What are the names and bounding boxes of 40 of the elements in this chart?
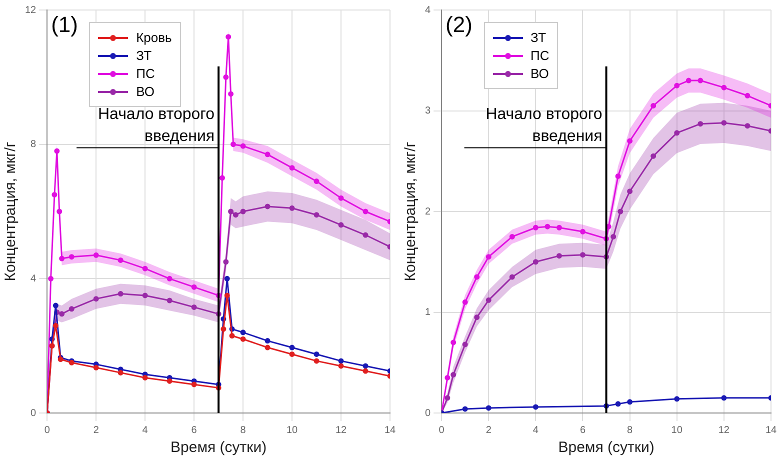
legend-label: ПС (136, 66, 155, 81)
legend-label: ВО (136, 84, 154, 99)
chart-title: (2) (446, 12, 472, 37)
legend-label: ВО (530, 66, 549, 81)
legend-label: Кровь (136, 30, 172, 45)
x-axis-title: Время (сутки) (170, 439, 267, 456)
y-tick-label: 8 (30, 139, 37, 150)
y-tick-label: 1 (425, 307, 431, 318)
x-tick-label: 4 (532, 424, 539, 436)
y-tick-label: 4 (30, 273, 37, 284)
x-tick-label: 6 (191, 424, 198, 436)
chart-title: (1) (51, 12, 78, 37)
x-tick-label: 6 (580, 424, 586, 436)
ref-line-label: Начало второго введения (486, 106, 602, 145)
y-axis-title: Концентрация, мкг/г (2, 141, 20, 282)
legend-label: ЗТ (530, 30, 546, 45)
x-tick-label: 2 (486, 424, 492, 436)
x-tick-label: 14 (384, 424, 396, 436)
x-tick-label: 8 (627, 424, 634, 436)
legend-label: ПС (530, 48, 550, 63)
x-tick-label: 14 (765, 424, 777, 436)
x-tick-label: 2 (93, 424, 100, 436)
legend-label: ЗТ (136, 48, 152, 63)
x-tick-label: 10 (286, 424, 298, 436)
y-tick-label: 0 (425, 408, 431, 419)
y-tick-label: 3 (425, 106, 431, 116)
y-axis-title: Концентрация, мкг/г (402, 141, 420, 282)
x-axis-title: Время (сутки) (558, 439, 654, 456)
y-tick-label: 2 (425, 206, 431, 218)
x-tick-label: 12 (718, 424, 730, 436)
y-tick-label: 12 (25, 4, 37, 16)
x-tick-label: 0 (44, 424, 50, 436)
ref-line-label: Начало второго введения (98, 106, 215, 145)
x-tick-label: 10 (671, 424, 683, 436)
y-tick-label: 4 (425, 4, 431, 16)
y-tick-label: 0 (30, 408, 37, 419)
x-tick-label: 0 (438, 424, 445, 436)
x-tick-label: 8 (240, 424, 246, 436)
x-tick-label: 12 (335, 424, 348, 436)
x-tick-label: 4 (142, 424, 148, 436)
